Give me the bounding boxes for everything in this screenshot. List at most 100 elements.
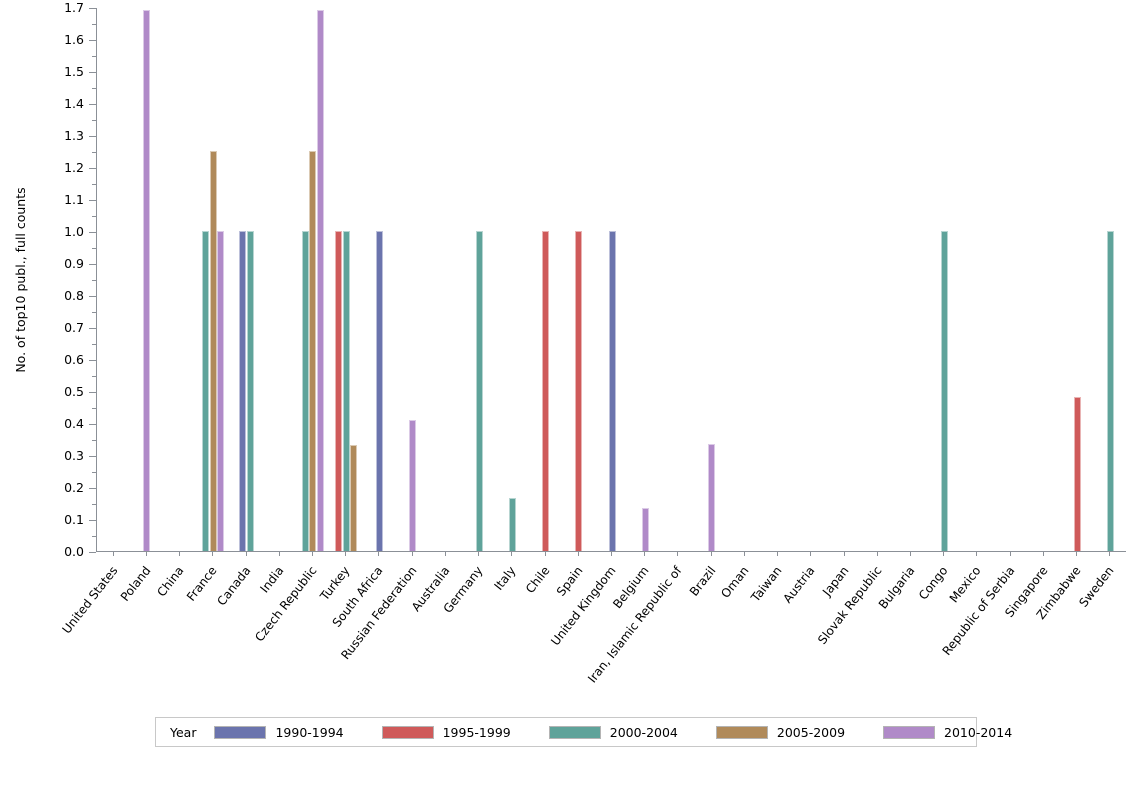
y-tick-mark — [89, 8, 96, 9]
bar — [542, 231, 550, 551]
bar — [350, 445, 358, 551]
bar — [335, 231, 343, 551]
bar — [608, 231, 616, 551]
x-tick-mark — [876, 552, 878, 556]
y-tick-label: 1.6 — [64, 32, 84, 47]
y-tick-mark — [89, 456, 96, 457]
y-tick-minor — [92, 408, 96, 409]
y-tick-label: 0.4 — [64, 416, 84, 431]
y-tick-label: 0.7 — [64, 320, 84, 335]
legend-entry[interactable]: 2005-2009 — [715, 725, 883, 740]
y-tick-minor — [92, 344, 96, 345]
y-tick-mark — [89, 72, 96, 73]
x-tick-mark — [677, 552, 679, 556]
x-tick-mark — [444, 552, 446, 556]
bar — [575, 231, 583, 551]
x-tick-mark — [212, 552, 214, 556]
y-tick-minor — [92, 376, 96, 377]
y-axis: 0.0 0.1 0.2 0.3 0.4 0.5 0.6 0.7 0.8 0.9 1.0 1.1 1.2 1… — [0, 1, 96, 558]
y-tick-minor — [92, 120, 96, 121]
x-tick-mark — [943, 552, 945, 556]
bar — [246, 231, 254, 551]
legend-entry[interactable]: 2010-2014 — [883, 725, 1012, 740]
bar — [301, 231, 309, 551]
bar — [239, 231, 247, 551]
y-tick-label: 0.6 — [64, 352, 84, 367]
y-tick-label: 1.0 — [64, 224, 84, 239]
x-axis — [96, 552, 1126, 560]
y-tick-label: 1.4 — [64, 96, 84, 111]
x-tick-mark — [511, 552, 513, 556]
legend-swatch — [715, 725, 768, 739]
bar — [217, 231, 225, 551]
y-tick-label: 0.0 — [64, 544, 84, 559]
y-tick-label: 0.8 — [64, 288, 84, 303]
legend-swatch — [214, 725, 267, 739]
y-tick-minor — [92, 472, 96, 473]
bar — [940, 231, 948, 551]
x-tick-mark — [179, 552, 181, 556]
y-tick-minor — [92, 152, 96, 153]
y-tick-mark — [89, 168, 96, 169]
y-tick-label: 0.3 — [64, 448, 84, 463]
y-tick-mark — [89, 424, 96, 425]
x-tick-mark — [843, 552, 845, 556]
y-tick-minor — [92, 56, 96, 57]
y-tick-label: 1.7 — [64, 0, 84, 15]
y-tick-mark — [89, 520, 96, 521]
y-tick-minor — [92, 24, 96, 25]
x-tick-mark — [145, 552, 147, 556]
x-tick-mark — [910, 552, 912, 556]
y-tick-minor — [92, 184, 96, 185]
plot-area — [96, 8, 1126, 552]
x-tick-mark — [311, 552, 313, 556]
y-tick-minor — [92, 312, 96, 313]
y-tick-minor — [92, 216, 96, 217]
y-tick-mark — [89, 232, 96, 233]
legend-label: 2010-2014 — [944, 724, 1013, 740]
bar — [409, 419, 417, 551]
bar — [1106, 231, 1114, 551]
legend[interactable]: Year 1990-1994 1995-1999 2000-2004 2005-200… — [155, 717, 1012, 747]
y-tick-mark — [89, 488, 96, 489]
bar — [475, 231, 483, 551]
y-tick-mark — [89, 552, 96, 553]
legend-swatch — [883, 725, 936, 739]
bar — [708, 443, 716, 551]
y-tick-mark — [89, 104, 96, 105]
legend-label: 2000-2004 — [609, 724, 678, 740]
bar — [641, 507, 649, 551]
y-tick-minor — [92, 248, 96, 249]
legend-swatch — [381, 725, 434, 739]
x-tick-mark — [710, 552, 712, 556]
bar-chart: No. of top10 publ., full counts 0.0 0.1 0.… — [0, 1, 1126, 747]
y-tick-mark — [89, 328, 96, 329]
x-tick-mark — [278, 552, 280, 556]
legend-entry[interactable]: 1990-1994 — [214, 725, 381, 740]
y-tick-mark — [89, 40, 96, 41]
legend-label: 1995-1999 — [442, 724, 511, 740]
bars-layer — [97, 8, 1126, 551]
legend-entry[interactable]: 1995-1999 — [381, 724, 549, 740]
y-tick-mark — [89, 296, 96, 297]
y-tick-mark — [89, 360, 96, 361]
x-tick-mark — [1109, 552, 1111, 556]
x-tick-mark — [1076, 552, 1078, 556]
legend-entry[interactable]: 2000-2004 — [548, 724, 716, 740]
bar — [1073, 397, 1081, 551]
y-tick-minor — [92, 440, 96, 441]
bar — [342, 231, 350, 551]
y-tick-minor — [92, 504, 96, 505]
x-tick-mark — [245, 552, 247, 556]
x-tick-mark — [976, 552, 978, 556]
x-tick-mark — [1009, 552, 1011, 556]
y-tick-label: 1.2 — [64, 160, 84, 175]
x-tick-mark — [544, 552, 546, 556]
y-tick-mark — [89, 136, 96, 137]
x-tick-mark — [1042, 552, 1044, 556]
bar — [209, 151, 217, 551]
x-tick-mark — [743, 552, 745, 556]
x-tick-mark — [611, 552, 612, 556]
x-tick-mark — [577, 552, 579, 556]
x-tick-mark — [411, 552, 413, 556]
